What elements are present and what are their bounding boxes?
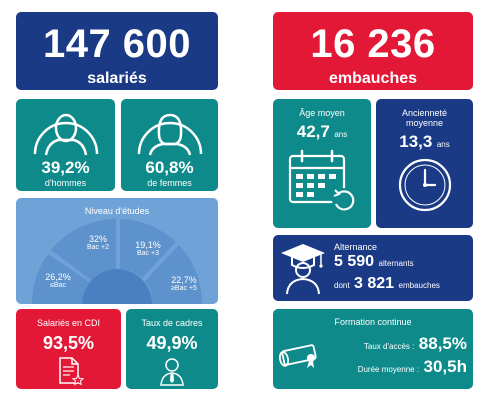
segment-bac5-value: 22,7% — [171, 275, 197, 285]
alternance-prefix: dont — [334, 281, 350, 290]
gauge-segment-bac3 — [120, 219, 176, 278]
segment-bac3: 19,1% Bac +3 — [128, 240, 168, 257]
manager-person-icon — [160, 358, 184, 386]
etudes-gauge — [31, 219, 203, 304]
segment-bac-value: 26,2% — [45, 272, 71, 282]
cdi-label: Salariés en CDI — [36, 318, 101, 328]
formation-duree-row: Durée moyenne : 30,5h — [358, 357, 467, 377]
gauge-segment-bac5 — [145, 245, 203, 304]
calendar-icon — [288, 149, 356, 212]
alternance-row-2: dont 3 821 embauches — [334, 275, 440, 293]
alternance-value-label: alternants — [378, 259, 414, 268]
salaries-tile: 147 600 salariés — [16, 12, 218, 90]
segment-bac3-value: 19,1% — [135, 240, 161, 250]
embauches-label: embauches — [328, 70, 418, 87]
embauches-tile: 16 236 embauches — [273, 12, 473, 90]
segment-bac-label: ≤Bac — [50, 282, 66, 289]
formation-acces-label: Taux d'accès : — [363, 342, 415, 351]
graduate-icon — [281, 244, 325, 295]
segment-bac2-value: 32% — [88, 234, 107, 244]
hommes-label: d'hommes — [44, 178, 87, 188]
anciennete-label-1: Ancienneté — [401, 108, 448, 118]
alternance-tile: Alternance 5 590 alternants dont 3 821 e… — [273, 235, 473, 301]
formation-acces-value: 88,5% — [418, 334, 467, 353]
alternance-sub-label: embauches — [398, 281, 440, 290]
alternance-value: 5 590 — [334, 253, 375, 270]
segment-bac3-label: Bac +3 — [137, 250, 159, 257]
alternance-title: Alternance — [334, 242, 378, 252]
alternance-sub-value: 3 821 — [354, 275, 395, 292]
salaries-label: salariés — [87, 70, 147, 87]
femmes-value: 60,8% — [145, 158, 194, 177]
formation-tile: Formation continue Taux d'accès : 88,5% … — [273, 309, 473, 389]
formation-acces-row: Taux d'accès : 88,5% — [364, 334, 467, 354]
alternance-row-1: 5 590 alternants — [334, 253, 414, 271]
age-row: 42,7 ans — [273, 122, 371, 142]
etudes-title: Niveau d'études — [84, 206, 150, 216]
embauches-value: 16 236 — [310, 22, 436, 66]
anciennete-value: 13,3 — [399, 132, 433, 151]
anciennete-unit: ans — [436, 140, 450, 149]
anciennete-tile: Ancienneté moyenne 13,3 ans — [376, 99, 473, 228]
segment-bac2-label: Bac +2 — [87, 244, 109, 251]
anciennete-label-2: moyenne — [405, 118, 444, 128]
age-tile: Âge moyen 42,7 ans — [273, 99, 371, 228]
cadres-tile: Taux de cadres 49,9% — [126, 309, 218, 389]
diploma-scroll-icon — [278, 344, 317, 368]
segment-bac2: 32% Bac +2 — [78, 234, 118, 251]
anciennete-row: 13,3 ans — [376, 132, 473, 152]
gauge-center — [82, 269, 152, 304]
age-value: 42,7 — [296, 122, 330, 141]
cadres-label: Taux de cadres — [141, 318, 203, 328]
age-unit: ans — [334, 130, 348, 139]
femmes-tile: 60,8% de femmes — [121, 99, 218, 191]
female-person-icon — [137, 113, 202, 156]
contract-document-icon — [58, 357, 84, 386]
cadres-value: 49,9% — [146, 333, 198, 353]
segment-bac5-label: ≥Bac +5 — [171, 285, 197, 292]
formation-duree-label: Durée moyenne : — [357, 365, 420, 374]
formation-title: Formation continue — [334, 317, 412, 327]
formation-duree-value: 30,5h — [423, 357, 467, 376]
etudes-tile: Niveau d'études 26,2% ≤Bac 32% Bac +2 19… — [16, 198, 218, 304]
gauge-segment-bac — [31, 254, 89, 304]
clock-icon — [398, 158, 451, 212]
femmes-label: de femmes — [147, 178, 192, 188]
cdi-tile: Salariés en CDI 93,5% — [16, 309, 121, 389]
male-person-icon — [33, 113, 98, 156]
hommes-tile: 39,2% d'hommes — [16, 99, 115, 191]
cdi-value: 93,5% — [42, 333, 95, 353]
segment-bac: 26,2% ≤Bac — [38, 272, 78, 289]
salaries-value: 147 600 — [42, 22, 192, 66]
age-label: Âge moyen — [299, 108, 345, 118]
hommes-value: 39,2% — [41, 158, 90, 177]
segment-bac5: 22,7% ≥Bac +5 — [162, 275, 206, 292]
gauge-segment-bac2 — [51, 219, 116, 280]
